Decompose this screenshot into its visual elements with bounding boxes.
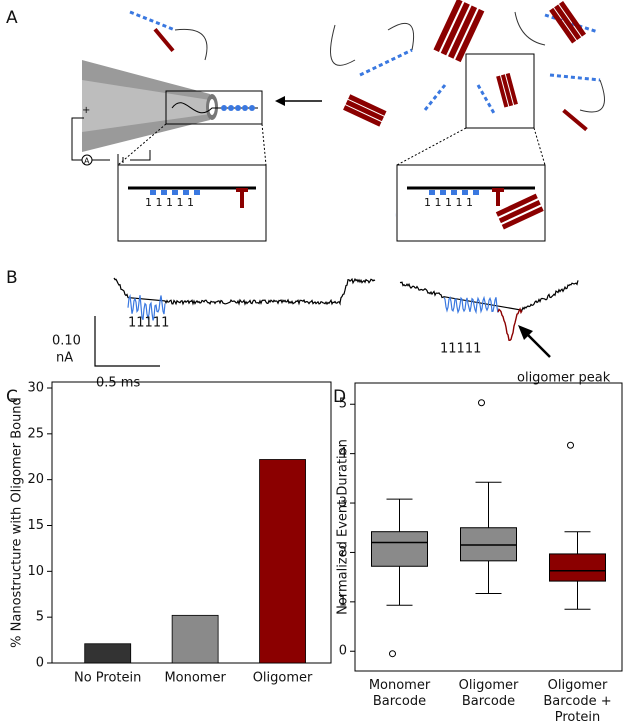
panel-label: C [6, 387, 18, 407]
y-axis-label: % Nanostructure with Oligomer Bound [10, 397, 25, 648]
panel-label: A [6, 8, 18, 28]
outlier [478, 399, 485, 407]
y-tick-label: 0 [36, 656, 44, 671]
current-traces: 0.10 nA 0.5 ms 11111 11111 oligomer peak [52, 277, 611, 391]
x-tick-label: Oligomer Barcode + Protein [543, 678, 612, 725]
y-tick-label: 2 [339, 545, 347, 560]
x-tick-label: Monomer Barcode [368, 678, 431, 709]
scale-current: 0.10 [52, 334, 81, 349]
barcode-digits: 1 1 1 1 1 [424, 196, 473, 209]
scale-unit: nA [56, 351, 73, 366]
y-tick-label: 4 [339, 446, 347, 461]
y-tick-label: 30 [27, 381, 44, 396]
bar [171, 614, 219, 664]
outlier [389, 650, 396, 658]
plot-frame [354, 382, 623, 672]
x-tick-label: No Protein [74, 671, 141, 686]
scale-time: 0.5 ms [96, 376, 140, 391]
y-tick-label: 5 [339, 397, 347, 412]
nanopore-schematic: 1 1 1 1 1 1 1 1 1 1 + A [71, 0, 605, 242]
barcode-label: 11111 [440, 342, 481, 357]
box [371, 531, 428, 567]
y-tick-label: 3 [339, 496, 347, 511]
barcode-label: 11111 [128, 316, 169, 331]
y-tick-label: 25 [27, 426, 44, 441]
y-tick-label: 1 [339, 594, 347, 609]
y-tick-label: 0 [339, 644, 347, 659]
y-tick-label: 15 [27, 518, 44, 533]
y-tick-label: 5 [36, 610, 44, 625]
bar [84, 643, 132, 664]
x-tick-label: Oligomer Barcode [458, 678, 519, 709]
x-tick-label: Monomer [164, 671, 226, 686]
electrode-sign: + [82, 105, 90, 116]
outlier [567, 441, 574, 449]
box [549, 553, 606, 582]
panel-label: D [333, 387, 346, 407]
ammeter-label: A [84, 157, 90, 166]
annotation: oligomer peak [517, 371, 611, 386]
bar [259, 459, 306, 664]
y-axis-label: Normalized Event Duration [336, 439, 351, 615]
barcode-digits: 1 1 1 1 1 [145, 196, 194, 209]
y-tick-label: 10 [27, 564, 44, 579]
panel-label: B [6, 268, 18, 288]
y-tick-label: 20 [27, 472, 44, 487]
x-tick-label: Oligomer [253, 671, 313, 686]
